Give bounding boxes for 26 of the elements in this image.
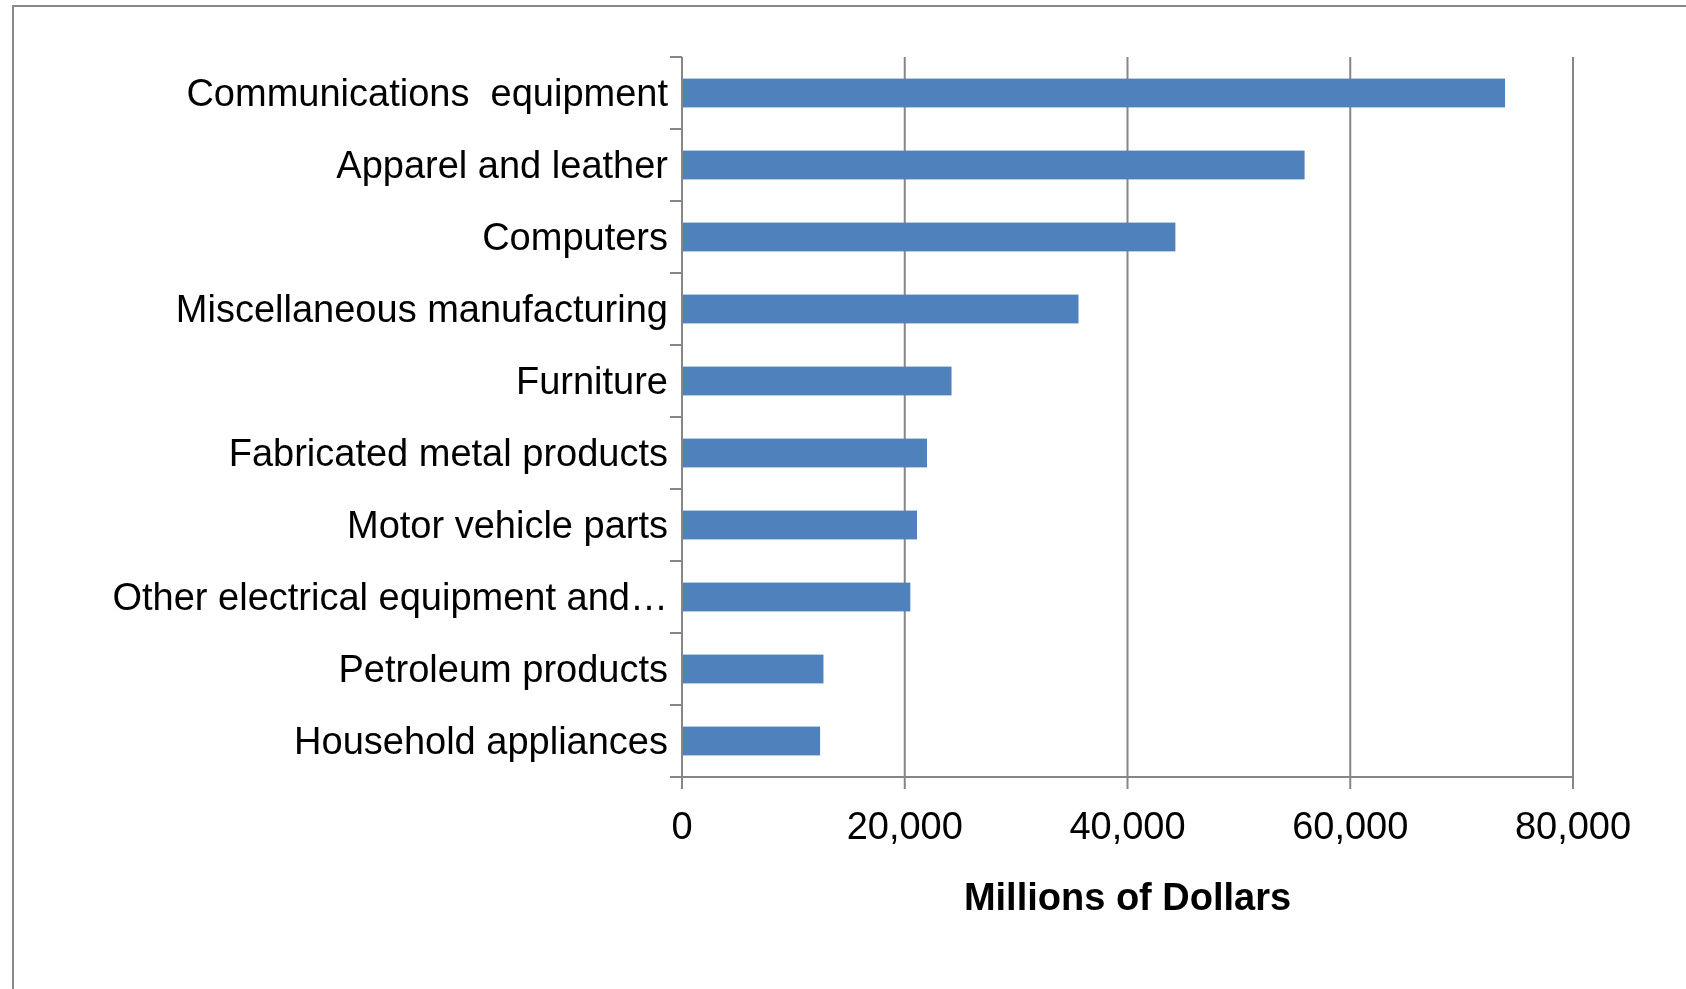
bar: [682, 294, 1079, 324]
bar: [682, 438, 928, 468]
bar: [682, 222, 1176, 252]
bar: [682, 78, 1506, 108]
bar: [682, 366, 952, 396]
y-tick-label: Apparel and leather: [336, 144, 669, 187]
x-axis-title: Millions of Dollars: [963, 876, 1292, 918]
y-tick-label: Household appliances: [294, 720, 668, 763]
y-tick-label: Motor vehicle parts: [346, 504, 668, 547]
bar: [682, 582, 911, 612]
x-tick-label: 0: [671, 805, 693, 847]
y-tick-label: Miscellaneous manufacturing: [175, 288, 668, 331]
bar: [682, 510, 917, 540]
y-tick-label: Communications equipment: [186, 72, 669, 115]
y-tick-label: Furniture: [515, 360, 668, 403]
bar: [682, 654, 824, 684]
x-tick-label: 60,000: [1292, 805, 1409, 847]
y-tick-label: Computers: [482, 216, 668, 259]
bar: [682, 726, 821, 756]
y-tick-label: Fabricated metal products: [228, 432, 668, 475]
x-tick-label: 20,000: [846, 805, 963, 847]
y-tick-label: Other electrical equipment and…: [112, 576, 668, 619]
x-tick-label: 80,000: [1514, 805, 1632, 847]
bar: [682, 150, 1305, 180]
y-tick-label: Petroleum products: [338, 648, 668, 691]
x-tick-label: 40,000: [1069, 805, 1186, 847]
